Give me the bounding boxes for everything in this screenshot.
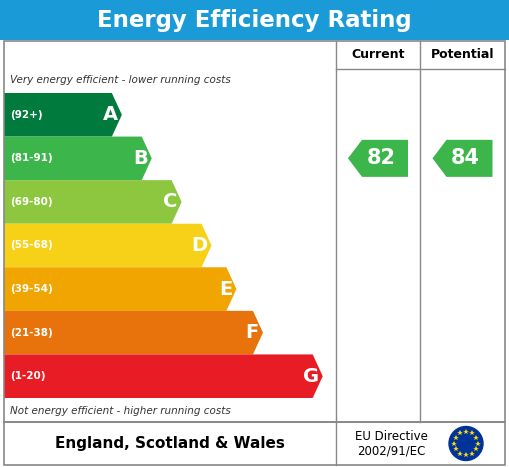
Text: E: E — [219, 280, 233, 298]
Text: B: B — [133, 149, 148, 168]
Text: (39-54): (39-54) — [10, 284, 53, 294]
Text: C: C — [163, 192, 178, 212]
Text: EU Directive
2002/91/EC: EU Directive 2002/91/EC — [355, 430, 428, 458]
Text: 84: 84 — [451, 149, 480, 169]
Polygon shape — [4, 136, 152, 180]
Text: Potential: Potential — [431, 49, 494, 62]
Text: D: D — [191, 236, 208, 255]
Bar — [0, 0, 509, 40]
Polygon shape — [348, 140, 408, 177]
Text: Current: Current — [351, 49, 405, 62]
Text: F: F — [246, 323, 259, 342]
Text: Energy Efficiency Rating: Energy Efficiency Rating — [97, 8, 412, 31]
Text: (1-20): (1-20) — [10, 371, 45, 381]
Bar — [4, 41, 505, 422]
Circle shape — [449, 426, 483, 460]
Polygon shape — [4, 267, 236, 311]
Text: A: A — [103, 105, 118, 124]
Bar — [4, 422, 505, 465]
Polygon shape — [4, 224, 212, 267]
Text: (21-38): (21-38) — [10, 328, 53, 338]
Text: (69-80): (69-80) — [10, 197, 52, 207]
Polygon shape — [4, 311, 263, 354]
Text: Very energy efficient - lower running costs: Very energy efficient - lower running co… — [10, 75, 231, 85]
Text: Not energy efficient - higher running costs: Not energy efficient - higher running co… — [10, 406, 231, 416]
Text: (81-91): (81-91) — [10, 153, 52, 163]
Text: G: G — [302, 367, 319, 386]
Polygon shape — [4, 93, 122, 136]
Polygon shape — [433, 140, 493, 177]
Polygon shape — [4, 354, 323, 398]
Text: (92+): (92+) — [10, 110, 43, 120]
Polygon shape — [4, 180, 182, 224]
Text: (55-68): (55-68) — [10, 241, 53, 250]
Text: 82: 82 — [366, 149, 395, 169]
Text: England, Scotland & Wales: England, Scotland & Wales — [55, 436, 285, 451]
